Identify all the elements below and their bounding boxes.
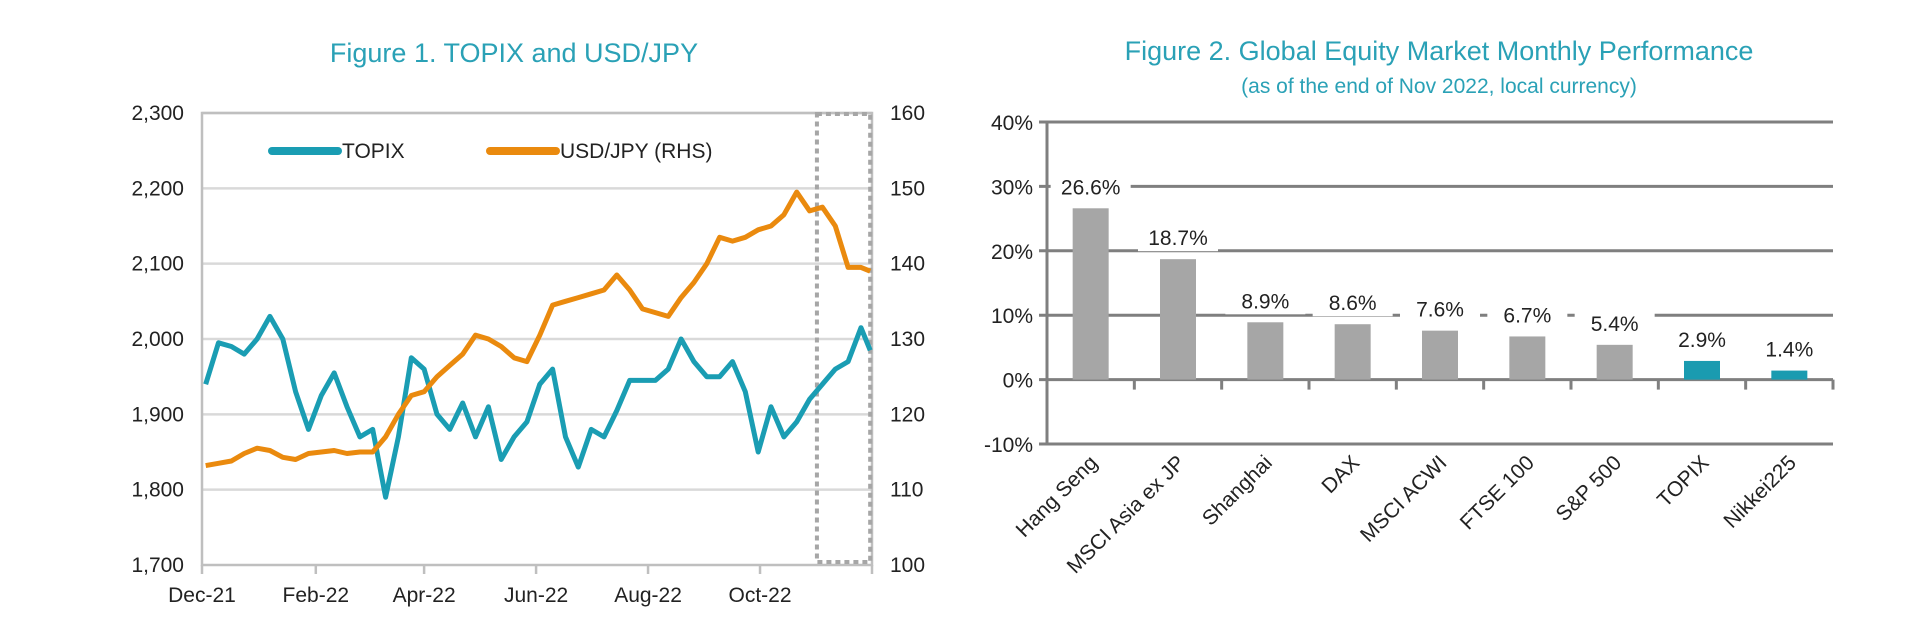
y-left-tick-label: 2,100 [131, 253, 184, 276]
data-label-background [1312, 290, 1393, 317]
bar-shanghai [1247, 322, 1284, 380]
x-tick-label: Feb-22 [283, 584, 350, 607]
y-left-tick-label: 1,900 [131, 403, 184, 426]
y-right-tick-label: 130 [890, 328, 925, 351]
x-tick-label: Apr-22 [393, 584, 456, 607]
data-label: 18.7% [1148, 227, 1208, 250]
series-line-topix [203, 313, 873, 500]
y-right-tick-label: 150 [890, 177, 925, 200]
y-right-tick-label: 110 [890, 479, 923, 502]
y-right-tick-label: 120 [890, 403, 925, 426]
y-right-tick-label: 160 [890, 102, 925, 125]
x-tick-label: Oct-22 [729, 584, 792, 607]
data-label: 2.9% [1678, 329, 1726, 352]
figure1-title: Figure 1. TOPIX and USD/JPY [330, 38, 698, 68]
y-left-tick-label: 1,700 [131, 554, 184, 577]
data-label: 5.4% [1591, 313, 1639, 336]
bar-topix [1684, 360, 1720, 380]
data-label-background [1050, 174, 1131, 201]
x-category-label: FTSE 100 [1456, 451, 1539, 534]
data-label-background [1487, 302, 1568, 329]
y-tick-label: 20% [991, 241, 1033, 264]
data-label: 8.6% [1329, 292, 1377, 315]
series-line-usdjpy [205, 189, 872, 469]
data-label: 6.7% [1503, 304, 1551, 327]
bar-msci-acwi [1422, 330, 1458, 380]
x-category-label: S&P 500 [1552, 451, 1627, 526]
x-tick-label: Jun-22 [504, 584, 568, 607]
y-left-tick-label: 2,300 [131, 102, 184, 125]
bar-s-p-500 [1596, 344, 1633, 380]
data-label-background [1225, 288, 1306, 315]
bar-dax [1334, 324, 1371, 380]
x-category-label: MSCI ACWI [1356, 451, 1451, 546]
bar-msci-asia-ex-jp [1160, 259, 1196, 380]
bar-nikkei225 [1771, 370, 1808, 380]
data-label-background [1138, 225, 1218, 252]
x-tick-label: Aug-22 [614, 584, 682, 607]
legend-label: TOPIX [342, 140, 405, 163]
x-tick-label: Dec-21 [168, 584, 236, 607]
data-label-background [1662, 326, 1742, 353]
y-left-tick-label: 2,200 [131, 177, 184, 200]
figure2-title: Figure 2. Global Equity Market Monthly P… [1125, 36, 1754, 66]
y-right-tick-label: 100 [890, 554, 925, 577]
data-label-background [1400, 296, 1480, 323]
figure1-line-chart: 1,700 100 1,800 110 1,900 120 2,000 130 2,100 140… [131, 102, 925, 607]
data-label-background [1574, 310, 1655, 337]
data-label: 1.4% [1765, 339, 1813, 362]
x-category-label: Nikkei225 [1719, 451, 1800, 532]
data-label: 8.9% [1241, 290, 1289, 313]
legend-label: USD/JPY (RHS) [560, 140, 712, 163]
y-left-tick-label: 1,800 [131, 479, 184, 502]
y-tick-label: 40% [991, 112, 1033, 135]
data-label-background [1749, 336, 1830, 363]
november-highlight-box [814, 112, 873, 564]
data-label: 26.6% [1061, 176, 1121, 199]
y-tick-label: 0% [1003, 370, 1033, 393]
data-label: 7.6% [1416, 299, 1464, 322]
figure2-bar-chart: -10% 0% 10% 20% 30% 40% 26.6% Hang Seng 18.7% MSC… [984, 112, 1835, 578]
y-tick-label: 30% [991, 176, 1033, 199]
y-right-tick-label: 140 [890, 253, 925, 276]
figure2-subtitle: (as of the end of Nov 2022, local curren… [1241, 75, 1637, 98]
x-category-label: DAX [1317, 451, 1364, 498]
y-tick-label: 10% [991, 305, 1033, 328]
x-category-label: TOPIX [1653, 451, 1714, 512]
bar-ftse-100 [1509, 336, 1546, 380]
y-tick-label: -10% [984, 434, 1033, 457]
x-category-label: Hang Seng [1012, 451, 1103, 542]
x-category-label: Shanghai [1198, 451, 1277, 530]
bar-hang-seng [1072, 208, 1109, 380]
y-left-tick-label: 2,000 [131, 328, 184, 351]
